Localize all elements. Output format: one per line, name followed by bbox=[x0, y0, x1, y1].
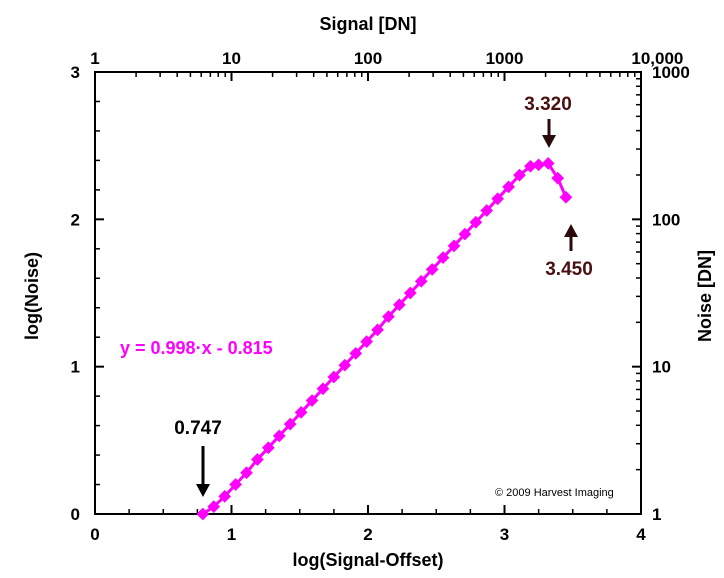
y-axis-title: log(Noise) bbox=[22, 252, 42, 340]
top-axis-ticks: 1 10 100 1000 10,000 bbox=[90, 49, 683, 81]
annotation-label-0747: 0.747 bbox=[174, 418, 222, 439]
y-tick-label: 2 bbox=[71, 210, 80, 229]
plot-frame bbox=[94, 71, 642, 515]
x-tick-label: 3 bbox=[500, 525, 509, 544]
series-point bbox=[393, 298, 406, 312]
series-point bbox=[436, 251, 450, 265]
series-point bbox=[218, 489, 232, 503]
right-tick-label: 1 bbox=[652, 505, 661, 524]
series-point bbox=[327, 370, 341, 384]
copyright-note: © 2009 Harvest Imaging bbox=[495, 487, 614, 499]
series-point bbox=[559, 190, 573, 204]
series-point bbox=[305, 394, 319, 407]
top-tick-label: 1000 bbox=[486, 49, 524, 68]
y-tick-label: 1 bbox=[71, 358, 80, 377]
top-tick-label: 10 bbox=[222, 49, 241, 68]
series-point bbox=[458, 227, 472, 241]
right-axis-title: Noise [DN] bbox=[695, 250, 715, 342]
annotation-arrow-3450 bbox=[564, 224, 578, 251]
right-tick-label: 10 bbox=[652, 358, 671, 377]
series-point bbox=[229, 478, 242, 491]
series-point bbox=[316, 382, 330, 396]
right-tick-label: 1000 bbox=[652, 63, 690, 82]
x-axis-title: log(Signal-Offset) bbox=[293, 550, 444, 570]
x-axis-ticks: 0 1 2 3 4 bbox=[90, 505, 646, 544]
series-point bbox=[480, 204, 494, 217]
x-tick-label: 0 bbox=[90, 525, 99, 544]
x-tick-label: 1 bbox=[227, 525, 236, 544]
x-tick-label: 4 bbox=[636, 525, 646, 544]
series-point bbox=[294, 405, 308, 419]
series-point bbox=[414, 274, 428, 288]
x-tick-label: 2 bbox=[363, 525, 372, 544]
y-axis-ticks: 0 1 2 3 bbox=[71, 63, 104, 524]
series-point bbox=[207, 500, 221, 513]
annotation-arrow-0747 bbox=[196, 446, 210, 497]
series-point bbox=[502, 180, 515, 194]
annotation-arrow-3320 bbox=[542, 119, 556, 148]
top-axis-title: Signal [DN] bbox=[320, 14, 417, 34]
series-point bbox=[382, 310, 395, 323]
series-point bbox=[469, 215, 483, 229]
right-axis-ticks: 1 10 100 1000 bbox=[632, 63, 690, 524]
y-tick-label: 3 bbox=[71, 63, 80, 82]
series-point bbox=[532, 158, 545, 172]
series-point bbox=[251, 453, 264, 466]
series-point bbox=[447, 239, 461, 253]
y-tick-label: 0 bbox=[71, 505, 80, 524]
series-point bbox=[491, 192, 505, 206]
top-tick-label: 100 bbox=[354, 49, 382, 68]
series-point bbox=[403, 286, 417, 300]
series-group bbox=[196, 156, 573, 521]
top-tick-label: 10,000 bbox=[631, 49, 683, 68]
annotation-label-3450: 3.450 bbox=[545, 259, 593, 280]
fit-equation: y = 0.998·x - 0.815 bbox=[120, 338, 273, 358]
series-point bbox=[261, 441, 275, 455]
series-point bbox=[240, 466, 253, 480]
right-tick-label: 100 bbox=[652, 210, 680, 229]
series-point bbox=[283, 417, 297, 431]
series-point bbox=[272, 429, 286, 443]
series-point bbox=[338, 358, 352, 372]
annotation-label-3320: 3.320 bbox=[524, 94, 572, 115]
top-tick-label: 1 bbox=[90, 49, 99, 68]
series-point bbox=[360, 335, 373, 348]
series-point bbox=[371, 323, 384, 337]
series-point bbox=[349, 347, 363, 360]
series-point bbox=[425, 263, 439, 276]
